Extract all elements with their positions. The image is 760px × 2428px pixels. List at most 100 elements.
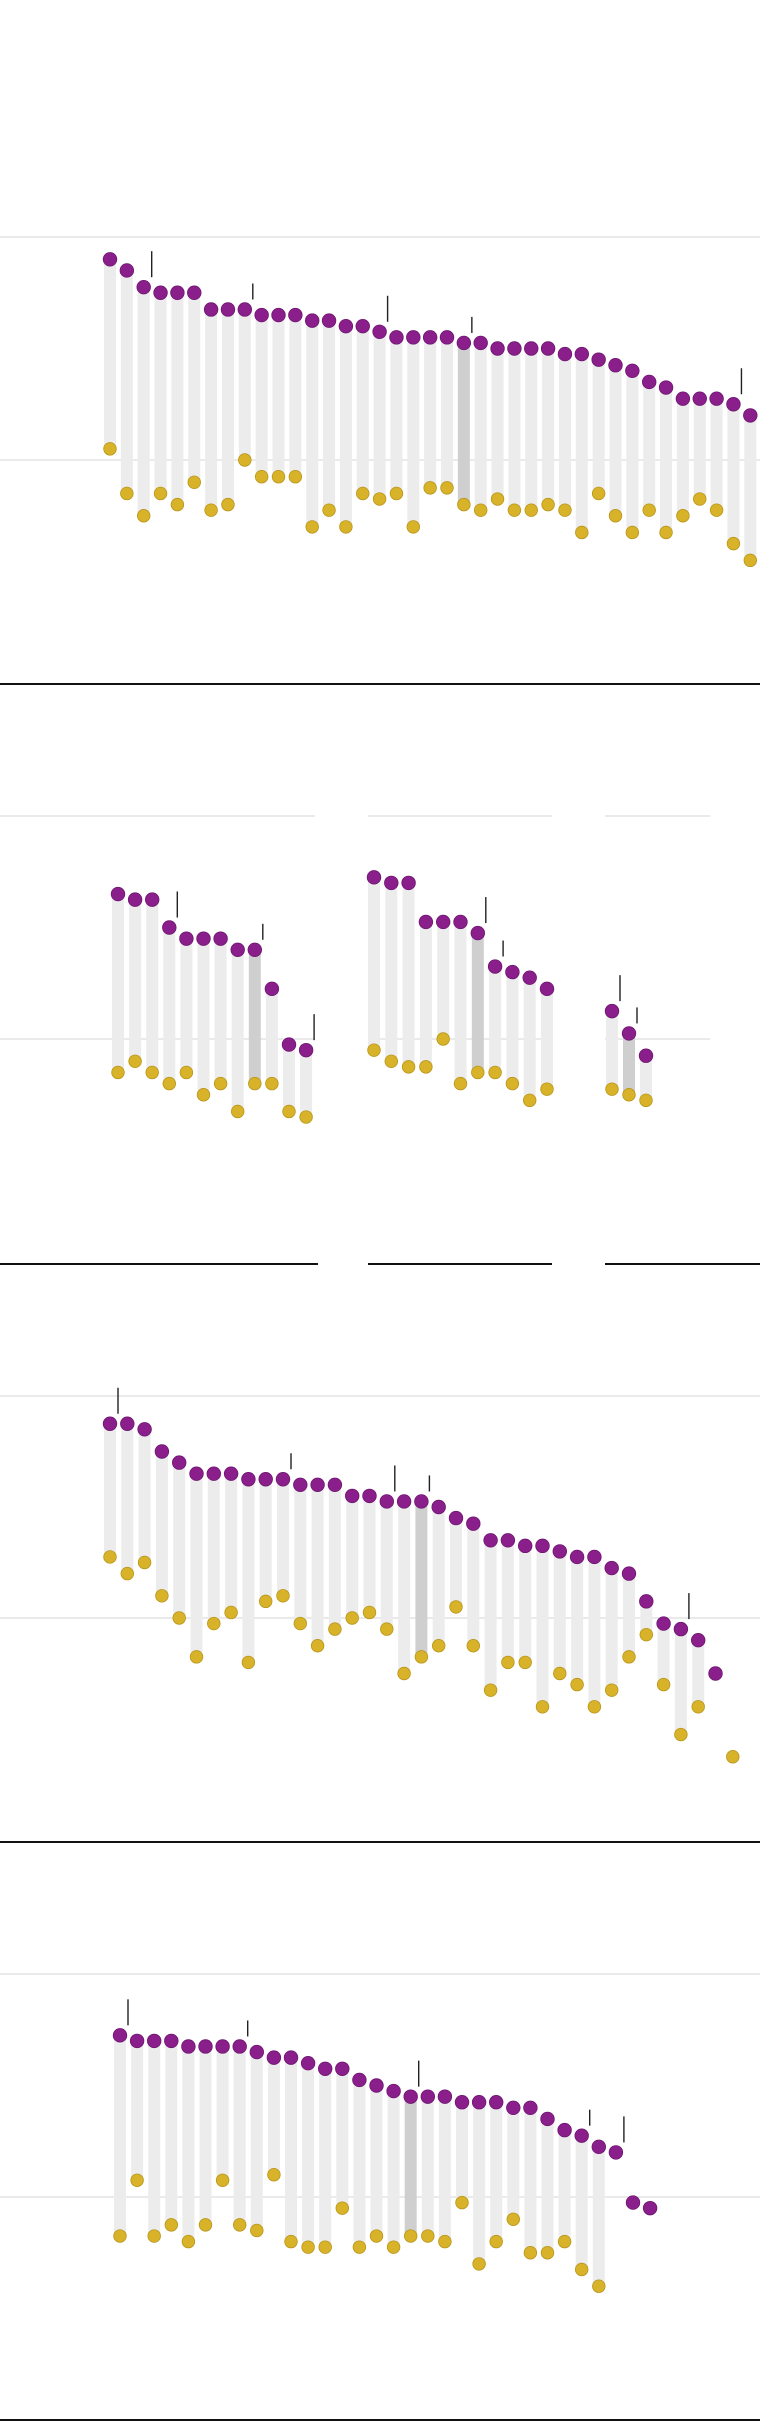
data-point-gold — [570, 1677, 584, 1692]
data-point-purple — [456, 335, 472, 351]
data-point-purple — [181, 2039, 196, 2054]
data-point-gold — [605, 1683, 619, 1697]
data-point-purple — [335, 2061, 350, 2076]
data-point-purple — [539, 981, 555, 997]
stem — [216, 2046, 229, 2181]
stem — [541, 988, 553, 1090]
data-point-purple — [604, 1560, 619, 1576]
data-point-gold — [540, 1082, 554, 1096]
data-point-gold — [103, 442, 117, 456]
data-point-gold — [605, 1082, 619, 1096]
data-point-purple — [389, 330, 404, 345]
data-point-purple — [608, 358, 623, 373]
data-point-gold — [299, 1110, 313, 1124]
data-point-gold — [674, 1727, 688, 1742]
data-point-purple — [726, 397, 741, 412]
data-point-purple — [271, 307, 286, 323]
data-point-purple — [144, 892, 160, 907]
data-point-gold — [466, 1639, 481, 1653]
stem — [173, 1462, 186, 1618]
data-point-purple — [283, 2050, 299, 2065]
chart-panel-1 — [0, 236, 760, 685]
stem — [171, 292, 184, 505]
data-point-purple — [345, 1488, 360, 1504]
data-point-gold — [506, 2212, 521, 2227]
stem — [693, 398, 706, 500]
data-point-gold — [474, 503, 488, 517]
data-point-gold — [488, 1065, 502, 1080]
data-point-gold — [120, 486, 134, 501]
stem — [121, 1423, 134, 1574]
stem — [491, 348, 504, 500]
data-point-gold — [401, 1060, 416, 1074]
data-point-gold — [397, 1666, 411, 1681]
stem — [660, 387, 673, 533]
data-point-purple — [127, 892, 143, 907]
stem — [311, 1484, 324, 1646]
data-point-gold — [179, 1065, 194, 1080]
stem — [592, 2146, 605, 2287]
stem — [490, 2102, 503, 2242]
data-point-gold — [535, 1700, 550, 1714]
data-point-gold — [301, 2240, 315, 2254]
stem — [346, 1495, 359, 1618]
data-point-gold — [136, 509, 151, 523]
data-point-purple — [692, 391, 707, 406]
data-point-purple — [658, 380, 674, 395]
data-point-purple — [505, 964, 520, 980]
data-point-gold — [288, 470, 303, 484]
data-point-gold — [207, 1616, 221, 1631]
data-point-purple — [401, 875, 416, 891]
data-point-gold — [111, 1065, 125, 1080]
stem — [501, 1540, 514, 1663]
data-point-gold — [322, 503, 336, 517]
data-point-purple — [318, 2061, 333, 2076]
series-group-1 — [0, 236, 760, 685]
data-point-purple — [379, 1494, 395, 1509]
data-point-purple — [473, 335, 488, 351]
stem — [180, 938, 193, 1073]
stem — [432, 1507, 445, 1646]
stem — [207, 1473, 220, 1624]
data-point-purple — [625, 363, 640, 379]
data-point-purple — [321, 313, 337, 328]
data-point-gold — [709, 503, 724, 517]
stem — [640, 1055, 652, 1101]
data-point-purple — [338, 319, 354, 334]
data-point-purple — [362, 1488, 377, 1504]
data-point-purple — [437, 2089, 453, 2104]
stem — [454, 921, 467, 1084]
data-point-gold — [172, 1611, 186, 1625]
data-point-gold — [384, 1054, 399, 1069]
data-point-purple — [490, 341, 505, 356]
data-point-purple — [230, 942, 245, 958]
data-point-purple — [639, 1594, 654, 1609]
stem — [674, 1629, 687, 1735]
data-point-purple — [369, 2078, 384, 2093]
stem — [489, 966, 502, 1073]
data-point-purple — [327, 1477, 343, 1493]
data-point-purple — [281, 1037, 297, 1052]
data-point-gold — [659, 525, 673, 540]
data-point-gold — [345, 1611, 359, 1625]
data-point-gold — [743, 553, 758, 568]
stem — [353, 2079, 366, 2248]
stem — [507, 2107, 520, 2220]
data-point-gold — [472, 2257, 486, 2271]
stem — [471, 933, 484, 1073]
data-point-purple — [164, 2033, 179, 2049]
data-point-purple — [470, 925, 486, 941]
stem — [609, 365, 622, 516]
stem — [155, 1451, 168, 1596]
stem — [474, 342, 487, 511]
data-point-purple — [638, 1048, 654, 1063]
data-point-purple — [275, 1472, 291, 1487]
stem — [450, 1518, 462, 1607]
data-point-gold — [187, 475, 201, 490]
data-point-gold — [691, 1700, 705, 1714]
data-point-purple — [574, 346, 590, 362]
stem — [356, 326, 369, 494]
stem — [623, 1033, 635, 1095]
stem — [120, 270, 133, 494]
stem — [387, 2091, 400, 2248]
